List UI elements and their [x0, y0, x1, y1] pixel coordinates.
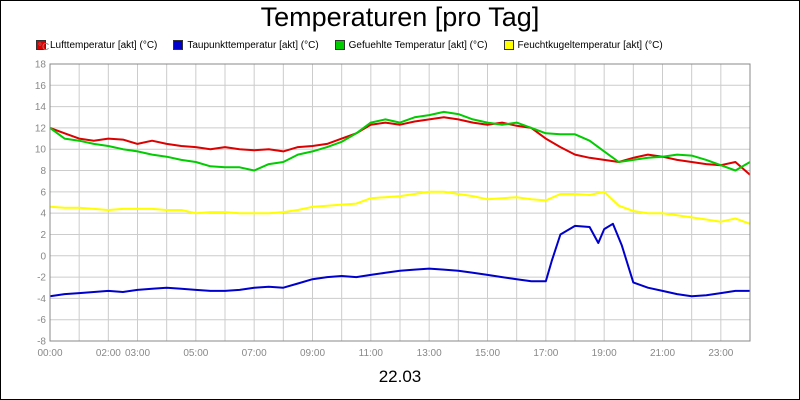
x-tick-label: 03:00 [125, 348, 150, 359]
y-tick-label: 2 [40, 230, 46, 241]
x-tick-label: 00:00 [37, 348, 62, 359]
y-tick-label: 4 [40, 209, 46, 220]
y-tick-label: 6 [40, 187, 46, 198]
legend-label-taupunkttemperatur: Taupunkttemperatur [akt] (°C) [187, 39, 319, 51]
y-axis-unit: °C [38, 42, 50, 53]
y-tick-label: -4 [37, 294, 46, 305]
legend-swatch-feuchtkugeltemperatur [503, 40, 514, 50]
x-tick-label: 21:00 [650, 348, 675, 359]
x-tick-label: 07:00 [242, 348, 267, 359]
x-tick-label: 23:00 [708, 348, 733, 359]
legend-swatch-gefuehlte-temperatur [334, 40, 345, 50]
chart-title: Temperaturen [pro Tag] [260, 2, 540, 32]
series-line-3 [49, 190, 751, 225]
x-tick-label: 15:00 [475, 348, 500, 359]
legend-swatch-lufttemperatur [36, 40, 46, 50]
legend-swatch-taupunkttemperatur [173, 40, 184, 50]
x-tick-label: 13:00 [417, 348, 442, 359]
y-tick-label: 0 [40, 251, 46, 262]
legend-label-lufttemperatur: Lufttemperatur [akt] (°C) [50, 39, 158, 51]
y-tick-label: 12 [35, 123, 47, 134]
series-line-1 [49, 222, 750, 298]
y-tick-label: 14 [35, 102, 47, 113]
plot-border [49, 63, 751, 342]
legend-item-feuchtkugeltemperatur: Feuchtkugeltemperatur [akt] (°C) [503, 38, 663, 52]
series-line-0 [49, 116, 751, 176]
y-tick-label: -6 [37, 315, 46, 326]
y-tick-label: 18 [35, 60, 47, 71]
y-tick-label: -2 [37, 273, 46, 284]
legend-item-lufttemperatur: Lufttemperatur [akt] (°C) [36, 38, 157, 52]
legend-label-gefuehlte-temperatur: Gefuehlte Temperatur [akt] (°C) [348, 39, 488, 51]
x-tick-label: 17:00 [533, 348, 558, 359]
legend-item-taupunkttemperatur: Taupunkttemperatur [akt] (°C) [173, 38, 319, 52]
series-line-2 [49, 110, 751, 172]
x-tick-label: 11:00 [359, 348, 384, 359]
x-tick-label: 05:00 [183, 348, 208, 359]
y-tick-label: 16 [35, 81, 47, 92]
chart-legend: Lufttemperatur [akt] (°C) Taupunkttemper… [36, 38, 663, 52]
date-label: 22.03 [378, 367, 422, 386]
x-tick-label: 02:00 [96, 348, 121, 359]
y-tick-label: 8 [40, 166, 46, 177]
x-tick-label: 09:00 [300, 348, 325, 359]
y-tick-label: 10 [35, 145, 47, 156]
legend-item-gefuehlte-temperatur: Gefuehlte Temperatur [akt] (°C) [334, 38, 488, 52]
legend-label-feuchtkugeltemperatur: Feuchtkugeltemperatur [akt] (°C) [517, 39, 663, 51]
x-tick-label: 19:00 [592, 348, 617, 359]
y-tick-label: -8 [37, 337, 46, 348]
